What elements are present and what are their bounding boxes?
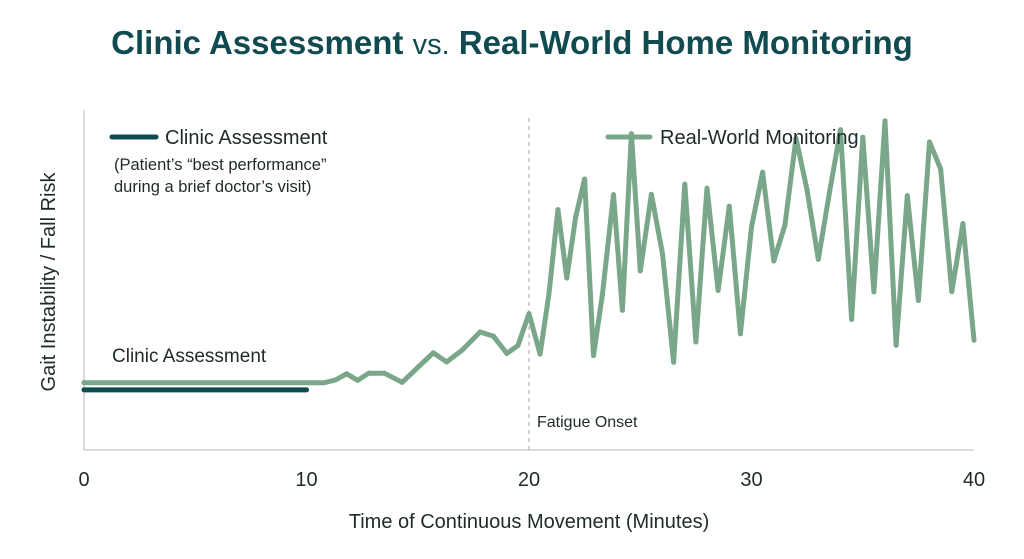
data-point-real-world — [949, 289, 955, 295]
x-tick-label: 10 — [295, 469, 317, 491]
x-tick-label: 40 — [963, 469, 985, 491]
data-point-real-world — [704, 185, 710, 191]
data-point-real-world — [671, 359, 677, 365]
data-points — [81, 118, 977, 393]
data-point-real-world — [804, 187, 810, 193]
data-point-real-world — [477, 329, 483, 335]
data-point-real-world — [660, 251, 665, 257]
data-point-real-world — [344, 371, 350, 377]
data-point-real-world — [893, 342, 899, 348]
data-point-real-world — [782, 222, 788, 228]
data-point-real-world — [490, 333, 496, 339]
data-point-real-world — [737, 331, 743, 337]
data-point-real-world — [815, 256, 821, 262]
data-point-real-world — [381, 370, 387, 376]
x-tick-label: 20 — [518, 469, 540, 491]
data-point-real-world — [882, 118, 888, 124]
data-point-real-world — [321, 380, 327, 386]
data-point-real-world — [546, 290, 552, 296]
x-tick-label: 0 — [78, 469, 89, 491]
data-point-real-world — [682, 181, 688, 187]
data-point-real-world — [564, 275, 570, 281]
data-point-real-world — [915, 297, 921, 303]
data-point-real-world — [619, 307, 625, 313]
data-point-real-world — [582, 176, 588, 182]
data-point-real-world — [555, 207, 561, 213]
data-point-real-world — [726, 203, 732, 209]
data-point-real-world — [504, 350, 510, 356]
data-point-real-world — [526, 311, 532, 317]
fatigue-onset-label: Fatigue Onset — [537, 414, 638, 431]
data-point-real-world — [760, 169, 766, 175]
data-point-real-world — [611, 192, 617, 198]
x-tick-label: 30 — [740, 469, 762, 491]
data-point-real-world — [399, 379, 405, 385]
clinic-series-label: Clinic Assessment — [112, 346, 267, 367]
data-point-real-world — [366, 370, 372, 376]
data-point-real-world — [355, 377, 361, 383]
data-point-clinic — [81, 387, 87, 393]
data-point-real-world — [771, 258, 777, 264]
chart-title: Clinic Assessment vs. Real-World Home Mo… — [0, 24, 1024, 62]
data-point-real-world — [971, 337, 977, 343]
legend-note-clinic: (Patient’s “best performance” during a br… — [114, 156, 326, 196]
data-point-real-world — [573, 214, 579, 220]
data-point-real-world — [715, 288, 721, 294]
data-point-real-world — [904, 193, 910, 199]
title-vs: vs. — [412, 29, 450, 61]
data-point-real-world — [430, 350, 436, 356]
data-point-real-world — [599, 292, 605, 298]
y-axis-title: Gait Instability / Fall Risk — [38, 172, 60, 392]
legend-label-clinic: Clinic Assessment — [165, 127, 328, 149]
data-point-real-world — [648, 191, 654, 197]
title-right: Real-World Home Monitoring — [458, 24, 913, 61]
data-point-real-world — [838, 127, 843, 133]
legend-label-real-world: Real-World Monitoring — [660, 127, 859, 149]
data-point-real-world — [749, 224, 754, 230]
data-point-real-world — [537, 351, 543, 357]
data-point-real-world — [515, 343, 521, 349]
data-point-real-world — [591, 352, 597, 358]
data-point-real-world — [459, 347, 465, 353]
data-point-real-world — [793, 135, 799, 141]
data-point-real-world — [693, 339, 699, 345]
data-point-real-world — [860, 134, 866, 140]
data-point-real-world — [637, 268, 643, 274]
data-point-real-world — [444, 359, 450, 365]
title-left: Clinic Assessment — [111, 24, 404, 61]
data-point-real-world — [826, 190, 832, 196]
data-point-real-world — [938, 166, 944, 172]
data-point-clinic — [304, 387, 309, 393]
data-point-real-world — [332, 377, 338, 383]
data-point-real-world — [927, 139, 932, 145]
data-point-real-world — [415, 364, 421, 370]
x-axis-title: Time of Continuous Movement (Minutes) — [349, 511, 710, 533]
data-point-real-world — [960, 221, 966, 227]
data-point-real-world — [871, 289, 877, 295]
x-tick-labels: 0 10 20 30 40 — [78, 469, 985, 491]
data-point-real-world — [849, 316, 855, 322]
data-point-real-world — [81, 380, 87, 386]
